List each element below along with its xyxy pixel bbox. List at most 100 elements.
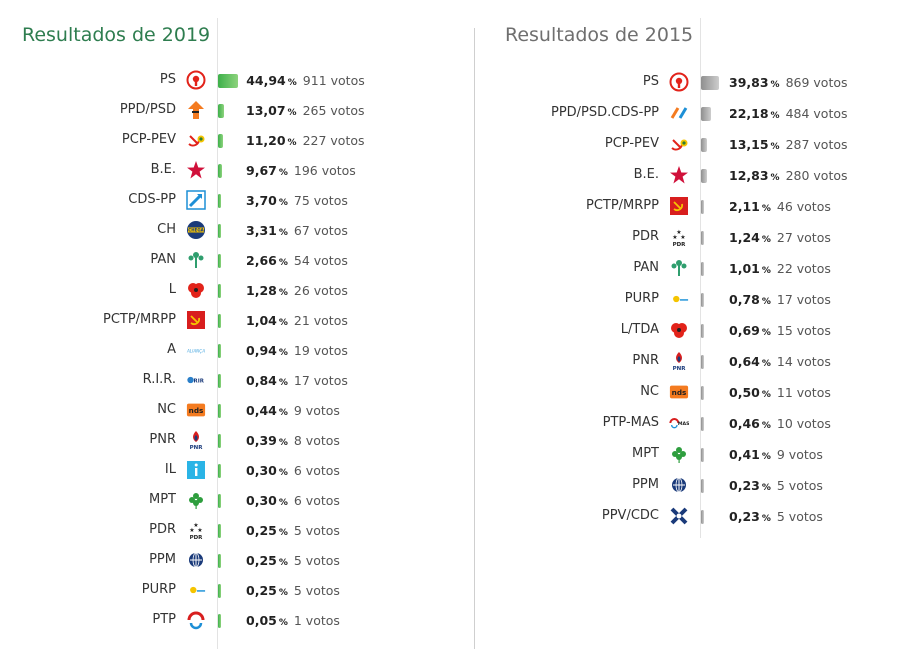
percent-sign: % <box>761 390 771 400</box>
result-stat: 0,25% 5 votos <box>246 578 340 604</box>
result-stat: 0,25% 5 votos <box>246 548 340 574</box>
result-stat: 0,23% 5 votos <box>729 473 823 499</box>
result-row-ps: PS 44,94% 911 votos <box>0 68 460 92</box>
mpt-clover-icon <box>669 444 689 464</box>
votes-count: 14 votos <box>776 354 831 369</box>
percent-sign: % <box>770 173 780 183</box>
votes-count: 21 votos <box>293 313 348 328</box>
result-bar <box>701 76 719 90</box>
percentage-value: 2,66 <box>246 253 277 268</box>
livre-poppy-icon <box>186 280 206 300</box>
percentage-value: 0,23 <box>729 478 760 493</box>
votes-count: 6 votos <box>293 463 340 478</box>
percentage-value: 0,84 <box>246 373 277 388</box>
votes-count: 6 votos <box>293 493 340 508</box>
party-name: B.E. <box>150 162 176 177</box>
party-name: PTP-MAS <box>602 415 659 430</box>
result-row-ptp-mas: PTP-MAS MAS 0,46% 10 votos <box>476 411 914 435</box>
percentage-value: 0,46 <box>729 416 760 431</box>
percentage-value: 1,24 <box>729 230 760 245</box>
percent-sign: % <box>278 468 288 478</box>
percent-sign: % <box>761 328 771 338</box>
result-row-pan: PAN 1,01% 22 votos <box>476 256 914 280</box>
results-2015-title: Resultados de 2015 <box>505 24 694 46</box>
svg-text:MAS: MAS <box>678 421 689 427</box>
party-name: MPT <box>632 446 659 461</box>
party-name: PDR <box>149 522 176 537</box>
percentage-value: 0,05 <box>246 613 277 628</box>
percentage-value: 12,83 <box>729 168 769 183</box>
party-name: NC <box>157 402 176 417</box>
result-bar <box>218 554 221 568</box>
percent-sign: % <box>278 198 288 208</box>
percentage-value: 3,31 <box>246 223 277 238</box>
pan-tree-icon <box>186 250 206 270</box>
svg-text:PNR: PNR <box>190 445 204 450</box>
rir-logo-icon: RIR <box>186 370 206 390</box>
party-name: PS <box>159 72 176 87</box>
result-stat: 0,39% 8 votos <box>246 428 340 454</box>
votes-count: 1 votos <box>293 613 340 628</box>
result-row-pnr: PNR PNR 0,39% 8 votos <box>0 428 460 452</box>
ps-rose-fist-icon <box>669 72 689 92</box>
votes-count: 484 votos <box>785 106 848 121</box>
livre-poppy-icon <box>669 320 689 340</box>
result-row-ppm: PPM 0,23% 5 votos <box>476 473 914 497</box>
votes-count: 54 votos <box>293 253 348 268</box>
party-name: PPV/CDC <box>601 508 659 523</box>
percentage-value: 0,69 <box>729 323 760 338</box>
party-name: PPD/PSD.CDS-PP <box>550 105 659 120</box>
percentage-value: 0,30 <box>246 463 277 478</box>
result-bar <box>218 224 221 238</box>
ps-rose-fist-icon <box>186 70 206 90</box>
result-stat: 13,15% 287 votos <box>729 132 848 158</box>
result-bar <box>701 386 704 400</box>
percent-sign: % <box>770 142 780 152</box>
result-row-ppd-psd: PPD/PSD 13,07% 265 votos <box>0 98 460 122</box>
result-stat: 0,78% 17 votos <box>729 287 831 313</box>
svg-text:★: ★ <box>672 234 677 241</box>
percent-sign: % <box>761 359 771 369</box>
svg-text:★: ★ <box>197 527 202 534</box>
party-name: L <box>168 282 176 297</box>
percent-sign: % <box>287 108 297 118</box>
party-name: MPT <box>149 492 176 507</box>
result-bar <box>218 374 221 388</box>
result-bar <box>701 138 707 152</box>
percentage-value: 0,78 <box>729 292 760 307</box>
percent-sign: % <box>287 78 297 88</box>
percentage-value: 44,94 <box>246 73 286 88</box>
percent-sign: % <box>278 288 288 298</box>
result-row-il: IL 0,30% 6 votos <box>0 458 460 482</box>
result-bar <box>218 404 221 418</box>
result-bar <box>218 194 221 208</box>
party-name: PS <box>642 74 659 89</box>
result-row-pnr: PNR PNR 0,64% 14 votos <box>476 349 914 373</box>
result-bar <box>218 74 239 88</box>
result-row-nc: NC nds 0,50% 11 votos <box>476 380 914 404</box>
result-bar <box>701 200 704 214</box>
party-name: PTP <box>152 612 176 627</box>
result-bar <box>701 107 711 121</box>
percent-sign: % <box>770 111 780 121</box>
result-bar <box>218 344 221 358</box>
result-stat: 12,83% 280 votos <box>729 163 848 189</box>
votes-count: 22 votos <box>776 261 831 276</box>
percent-sign: % <box>278 258 288 268</box>
party-name: IL <box>164 462 176 477</box>
votes-count: 15 votos <box>776 323 831 338</box>
result-stat: 0,94% 19 votos <box>246 338 348 364</box>
mpt-clover-icon <box>186 490 206 510</box>
party-name: NC <box>640 384 659 399</box>
result-stat: 1,01% 22 votos <box>729 256 831 282</box>
votes-count: 19 votos <box>293 343 348 358</box>
result-stat: 0,23% 5 votos <box>729 504 823 530</box>
percent-sign: % <box>761 266 771 276</box>
party-name: R.I.R. <box>142 372 176 387</box>
votes-count: 5 votos <box>293 523 340 538</box>
result-row-a: A ALIANÇA 0,94% 19 votos <box>0 338 460 362</box>
svg-text:PNR: PNR <box>673 366 687 371</box>
party-name: PCTP/MRPP <box>102 312 176 327</box>
svg-text:★: ★ <box>676 229 681 236</box>
result-bar <box>701 169 707 183</box>
